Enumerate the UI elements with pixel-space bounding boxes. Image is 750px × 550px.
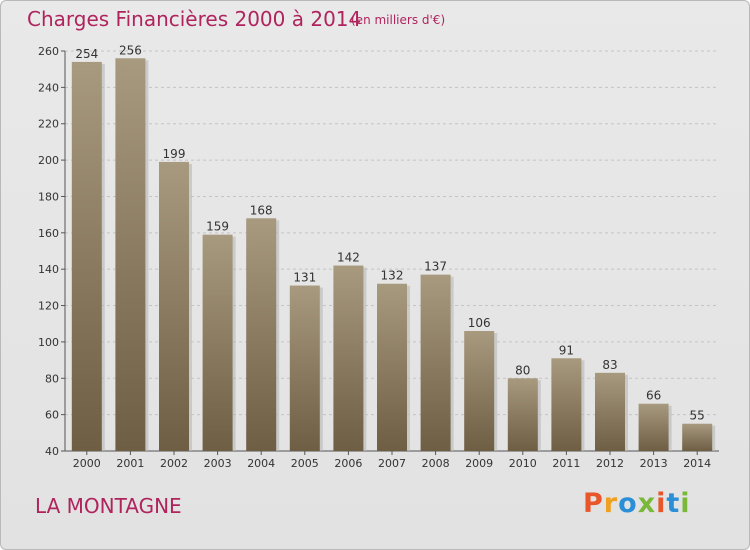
x-tick-label: 2011: [552, 457, 580, 470]
bar: [159, 161, 189, 451]
bar-value-label: 80: [515, 363, 530, 377]
x-tick-label: 2007: [378, 457, 406, 470]
bar: [246, 218, 277, 451]
bar: [115, 58, 146, 451]
y-tick-label: 200: [38, 154, 59, 167]
bar: [202, 234, 233, 451]
bar: [682, 423, 713, 451]
bar-value-label: 168: [250, 203, 273, 217]
x-tick-label: 2008: [422, 457, 450, 470]
y-tick-label: 60: [45, 409, 59, 422]
y-tick-label: 140: [38, 263, 59, 276]
y-tick-label: 260: [38, 45, 59, 58]
chart-subtitle: (en milliers d'€): [351, 13, 446, 27]
x-tick-label: 2002: [160, 457, 188, 470]
x-tick-label: 2000: [73, 457, 101, 470]
bar-value-label: 55: [690, 409, 705, 423]
bar: [638, 403, 669, 451]
bar: [507, 378, 538, 451]
y-tick-label: 180: [38, 190, 59, 203]
x-tick-label: 2006: [334, 457, 362, 470]
x-tick-label: 2009: [465, 457, 493, 470]
bar-value-label: 131: [293, 271, 316, 285]
bar-value-label: 199: [163, 147, 186, 161]
y-tick-label: 160: [38, 227, 59, 240]
bar: [377, 283, 407, 451]
y-tick-label: 220: [38, 118, 59, 131]
bar: [420, 274, 451, 451]
bar-value-label: 91: [559, 343, 574, 357]
bar-value-label: 132: [381, 269, 404, 283]
bar-value-label: 254: [75, 47, 98, 61]
y-tick-label: 240: [38, 81, 59, 94]
bar: [71, 61, 102, 452]
bar-value-label: 137: [424, 260, 447, 274]
bar-value-label: 83: [602, 358, 617, 372]
x-tick-label: 2013: [640, 457, 668, 470]
bar: [595, 372, 625, 451]
bar-value-label: 256: [119, 43, 142, 57]
x-tick-label: 2012: [596, 457, 624, 470]
x-tick-label: 2001: [116, 457, 144, 470]
bar-value-label: 66: [646, 389, 661, 403]
x-tick-label: 2004: [247, 457, 275, 470]
bar: [289, 285, 320, 451]
bar-value-label: 142: [337, 251, 360, 265]
x-tick-label: 2014: [683, 457, 711, 470]
y-tick-label: 120: [38, 300, 59, 313]
chart-title: Charges Financières 2000 à 2014: [27, 7, 362, 31]
bar: [551, 358, 582, 451]
bar-value-label: 159: [206, 220, 229, 234]
bar-value-label: 106: [468, 316, 491, 330]
commune-name: LA MONTAGNE: [35, 494, 182, 518]
proxiti-logo: Proxiti: [583, 488, 691, 519]
labels: 254 256 199 159 168 131 142 132 137 106 80 91 83 66 55: [75, 43, 704, 422]
x-tick-label: 2003: [204, 457, 232, 470]
x-tick-label: 2010: [509, 457, 537, 470]
y-tick-label: 80: [45, 372, 59, 385]
bar: [333, 265, 364, 451]
y-tick-label: 40: [45, 445, 59, 458]
bars: [71, 58, 716, 452]
x-tick-label: 2005: [291, 457, 319, 470]
bar: [464, 331, 495, 451]
y-tick-label: 100: [38, 336, 59, 349]
axes: 40 60 80 100 120 140 160 180 200 220 240 260 2000 200…: [38, 45, 719, 470]
